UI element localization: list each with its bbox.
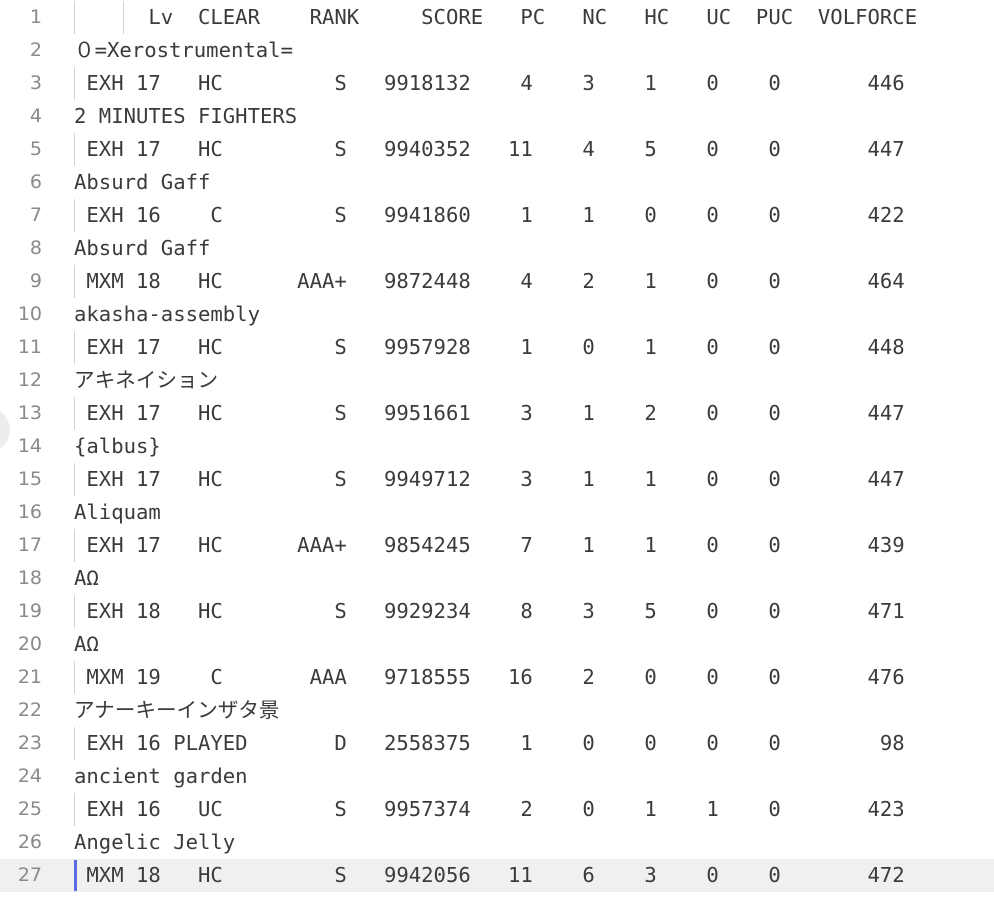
line-number: 21: [17, 666, 42, 688]
line-number: 4: [29, 105, 42, 127]
indent-guide: [123, 1, 124, 34]
line-number: 6: [29, 171, 42, 193]
editor-line[interactable]: 21 MXM 19 C AAA 9718555 16 2 0 0 0 476: [0, 661, 994, 694]
editor-line[interactable]: 12 アキネイション: [0, 364, 994, 397]
editor-line[interactable]: 8 Absurd Gaff: [0, 232, 994, 265]
indent-guide: [74, 1, 75, 34]
line-number: 25: [17, 798, 42, 820]
line-text[interactable]: ０=Xerostrumental=: [74, 38, 293, 62]
line-text[interactable]: AΩ: [74, 632, 99, 656]
text-cursor: [74, 860, 77, 891]
line-number: 8: [29, 237, 42, 259]
editor-line[interactable]: 16 Aliquam: [0, 496, 994, 529]
indent-guide: [74, 529, 75, 562]
editor-line[interactable]: 2 ０=Xerostrumental=: [0, 34, 994, 67]
editor-line[interactable]: 17 EXH 17 HC AAA+ 9854245 7 1 1 0 0 439: [0, 529, 994, 562]
editor-line[interactable]: 11 EXH 17 HC S 9957928 1 0 1 0 0 448: [0, 331, 994, 364]
line-text[interactable]: EXH 18 HC S 9929234 8 3 5 0 0 471: [74, 599, 905, 623]
indent-guide: [74, 727, 75, 760]
editor-line[interactable]: 4 2 MINUTES FIGHTERS: [0, 100, 994, 133]
line-number: 14: [17, 435, 42, 457]
line-text[interactable]: EXH 17 HC AAA+ 9854245 7 1 1 0 0 439: [74, 533, 905, 557]
indent-guide: [74, 463, 75, 496]
indent-guide: [74, 133, 75, 166]
indent-guide: [74, 199, 75, 232]
editor-line[interactable]: 22 アナーキーインザタ景: [0, 694, 994, 727]
line-text[interactable]: EXH 17 HC S 9940352 11 4 5 0 0 447: [74, 137, 905, 161]
editor-line[interactable]: 6 Absurd Gaff: [0, 166, 994, 199]
editor-line[interactable]: 26 Angelic Jelly: [0, 826, 994, 859]
line-text[interactable]: Absurd Gaff: [74, 236, 211, 260]
line-text[interactable]: 2 MINUTES FIGHTERS: [74, 104, 298, 128]
line-text[interactable]: EXH 17 HC S 9951661 3 1 2 0 0 447: [74, 401, 905, 425]
line-text[interactable]: EXH 16 PLAYED D 2558375 1 0 0 0 0 98: [74, 731, 905, 755]
indent-guide: [74, 793, 75, 826]
line-number: 12: [17, 369, 42, 391]
line-number: 10: [17, 303, 42, 325]
line-number: 23: [17, 732, 42, 754]
line-text[interactable]: EXH 17 HC S 9957928 1 0 1 0 0 448: [74, 335, 905, 359]
line-text[interactable]: MXM 18 HC AAA+ 9872448 4 2 1 0 0 464: [74, 269, 905, 293]
line-number: 1: [29, 6, 42, 28]
editor-line[interactable]: 24 ancient garden: [0, 760, 994, 793]
line-number: 2: [29, 39, 42, 61]
line-text[interactable]: EXH 17 HC S 9918132 4 3 1 0 0 446: [74, 71, 905, 95]
editor-line[interactable]: 23 EXH 16 PLAYED D 2558375 1 0 0 0 0 98: [0, 727, 994, 760]
line-text[interactable]: EXH 17 HC S 9949712 3 1 1 0 0 447: [74, 467, 905, 491]
line-number: 19: [17, 600, 42, 622]
editor-line[interactable]: 13 EXH 17 HC S 9951661 3 1 2 0 0 447: [0, 397, 994, 430]
editor-line[interactable]: 14 {albus}: [0, 430, 994, 463]
line-number: 27: [17, 864, 42, 886]
line-text[interactable]: アキネイション: [74, 368, 219, 392]
editor-line[interactable]: 20 AΩ: [0, 628, 994, 661]
line-number: 18: [17, 567, 42, 589]
line-text[interactable]: アナーキーインザタ景: [74, 698, 280, 722]
editor-line[interactable]: 1 Lv CLEAR RANK SCORE PC NC HC UC PUC VO…: [0, 1, 994, 34]
line-text[interactable]: Angelic Jelly: [74, 830, 236, 854]
line-number: 17: [17, 534, 42, 556]
indent-guide: [74, 331, 75, 364]
line-text[interactable]: AΩ: [74, 566, 99, 590]
line-number: 7: [29, 204, 42, 226]
line-number: 24: [17, 765, 42, 787]
editor-line[interactable]: 19 EXH 18 HC S 9929234 8 3 5 0 0 471: [0, 595, 994, 628]
line-text[interactable]: MXM 18 HC S 9942056 11 6 3 0 0 472: [74, 863, 905, 887]
line-text[interactable]: {albus}: [74, 434, 161, 458]
line-number: 3: [29, 72, 42, 94]
line-text[interactable]: EXH 16 C S 9941860 1 1 0 0 0 422: [74, 203, 905, 227]
editor-line[interactable]: 15 EXH 17 HC S 9949712 3 1 1 0 0 447: [0, 463, 994, 496]
editor-line[interactable]: 18 AΩ: [0, 562, 994, 595]
line-number: 20: [17, 633, 42, 655]
editor-line[interactable]: 25 EXH 16 UC S 9957374 2 0 1 1 0 423: [0, 793, 994, 826]
line-number: 9: [29, 270, 42, 292]
line-text[interactable]: Lv CLEAR RANK SCORE PC NC HC UC PUC VOLF…: [74, 5, 918, 29]
indent-guide: [74, 661, 75, 694]
line-number: 16: [17, 501, 42, 523]
editor-line[interactable]: 10 akasha-assembly: [0, 298, 994, 331]
line-number: 11: [17, 336, 42, 358]
line-number: 5: [29, 138, 42, 160]
editor-line-current[interactable]: 27 MXM 18 HC S 9942056 11 6 3 0 0 472: [0, 859, 994, 892]
line-text[interactable]: ancient garden: [74, 764, 248, 788]
indent-guide: [74, 595, 75, 628]
line-number: 26: [17, 831, 42, 853]
line-text[interactable]: akasha-assembly: [74, 302, 260, 326]
editor-line[interactable]: 9 MXM 18 HC AAA+ 9872448 4 2 1 0 0 464: [0, 265, 994, 298]
line-text[interactable]: Aliquam: [74, 500, 161, 524]
indent-guide: [74, 67, 75, 100]
editor-line[interactable]: 5 EXH 17 HC S 9940352 11 4 5 0 0 447: [0, 133, 994, 166]
line-number: 15: [17, 468, 42, 490]
editor-line[interactable]: 7 EXH 16 C S 9941860 1 1 0 0 0 422: [0, 199, 994, 232]
line-text[interactable]: EXH 16 UC S 9957374 2 0 1 1 0 423: [74, 797, 905, 821]
indent-guide: [74, 397, 75, 430]
indent-guide: [74, 265, 75, 298]
line-text[interactable]: MXM 19 C AAA 9718555 16 2 0 0 0 476: [74, 665, 905, 689]
line-text[interactable]: Absurd Gaff: [74, 170, 211, 194]
editor-line[interactable]: 3 EXH 17 HC S 9918132 4 3 1 0 0 446: [0, 67, 994, 100]
scroll-handle[interactable]: [0, 408, 10, 452]
line-number: 22: [17, 699, 42, 721]
line-number: 13: [17, 402, 42, 424]
